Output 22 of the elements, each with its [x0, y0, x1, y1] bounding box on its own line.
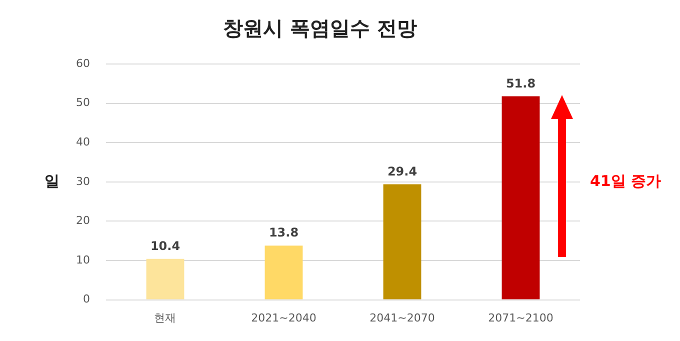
bar [146, 258, 184, 300]
chart-title: 창원시 폭염일수 전망 [223, 16, 417, 40]
bar [264, 246, 303, 300]
y-tick-label: 30 [76, 174, 90, 188]
y-tick-label: 40 [76, 135, 90, 148]
bar [383, 184, 422, 300]
y-tick-label: 50 [76, 96, 90, 110]
x-tick-label: 2071~2100 [488, 311, 554, 324]
y-tick-label: 60 [76, 56, 90, 70]
y-axis-title: 일 [44, 172, 60, 190]
x-tick-label: 2021~2040 [251, 311, 316, 324]
data-label: 10.4 [150, 239, 180, 254]
data-label: 51.8 [506, 76, 536, 90]
y-tick-label: 20 [76, 214, 90, 228]
text: 41일 증가 [590, 172, 662, 190]
y-tick-label: 0 [82, 292, 90, 306]
x-tick-label: 2041~2070 [370, 311, 435, 324]
x-tick-label: 현재 [154, 311, 176, 324]
data-label: 13.8 [268, 226, 299, 240]
y-tick-label: 10 [76, 253, 90, 266]
data-label: 29.4 [387, 164, 418, 178]
bar [502, 96, 540, 300]
